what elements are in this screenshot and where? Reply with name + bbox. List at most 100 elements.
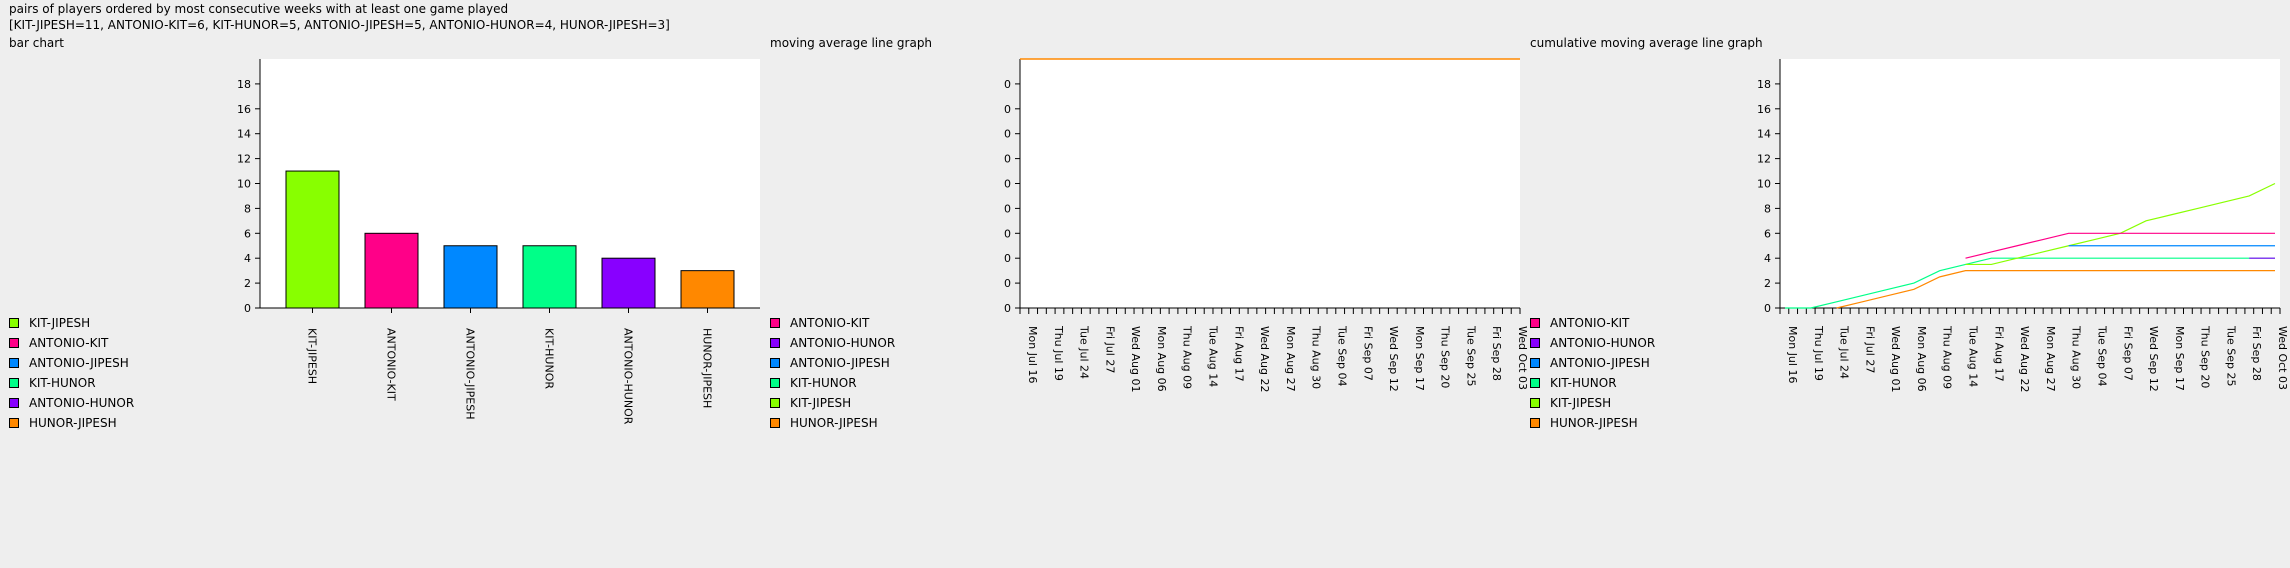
summary-text: [KIT-JIPESH=11, ANTONIO-KIT=6, KIT-HUNOR…: [9, 18, 670, 32]
cma-x-tick-label: Fri Sep 28: [2250, 326, 2263, 381]
ma-y-tick-label: 0: [1004, 302, 1011, 315]
cma-x-tick-label: Thu Aug 30: [2070, 325, 2083, 389]
cma-x-tick-label: Fri Sep 07: [2121, 326, 2134, 381]
ma-y-tick-label: 0: [1004, 178, 1011, 191]
ma-x-tick-label: Tue Jul 24: [1078, 325, 1091, 379]
ma-y-tick-label: 0: [1004, 252, 1011, 265]
cma-x-tick-label: Mon Aug 27: [2044, 326, 2057, 392]
cma-y-tick-label: 18: [1757, 78, 1771, 91]
bar-y-tick-label: 8: [244, 202, 251, 215]
cma-y-tick-label: 8: [1764, 202, 1771, 215]
bar-chart-caption: bar chart: [9, 36, 64, 50]
ma-x-tick-label: Tue Sep 25: [1464, 325, 1477, 387]
page-title: pairs of players ordered by most consecu…: [9, 2, 509, 16]
bar-y-tick-label: 2: [244, 277, 251, 290]
ma-legend-swatch: [770, 358, 780, 368]
bar-legend-swatch: [9, 338, 19, 348]
cma-y-tick-label: 10: [1757, 178, 1771, 191]
bar-legend-label: ANTONIO-HUNOR: [29, 396, 135, 410]
bar-y-tick-label: 6: [244, 227, 251, 240]
cma-x-tick-label: Tue Sep 25: [2224, 325, 2237, 387]
bar-antonio-jipesh: [443, 245, 498, 309]
cma-legend-swatch: [1530, 378, 1540, 388]
ma-legend-label: KIT-JIPESH: [790, 396, 852, 410]
cma-plot-area: [1780, 59, 2280, 308]
cma-x-tick-label: Mon Jul 16: [1786, 326, 1799, 383]
moving-average-caption: moving average line graph: [770, 36, 933, 50]
bar-antonio-kit: [364, 232, 419, 309]
bar-kit-jipesh: [285, 170, 340, 309]
bar-y-tick-label: 16: [237, 103, 251, 116]
cma-x-tick-label: Mon Sep 17: [2173, 326, 2186, 391]
ma-legend-swatch: [770, 378, 780, 388]
cma-legend-label: KIT-HUNOR: [1550, 376, 1617, 390]
bar-x-tick-label: KIT-HUNOR: [543, 328, 556, 389]
ma-y-tick-label: 0: [1004, 78, 1011, 91]
ma-x-tick-label: Wed Aug 22: [1258, 326, 1271, 392]
bar-legend-label: ANTONIO-JIPESH: [29, 356, 129, 370]
cma-x-tick-label: Thu Sep 20: [2199, 325, 2212, 388]
bar-x-tick-label: HUNOR-JIPESH: [701, 328, 714, 408]
cumulative-moving-average-caption: cumulative moving average line graph: [1530, 36, 1763, 50]
ma-legend-label: KIT-HUNOR: [790, 376, 857, 390]
cma-x-tick-label: Wed Sep 12: [2147, 326, 2160, 392]
cma-x-tick-label: Tue Jul 24: [1838, 325, 1851, 379]
bar-legend-swatch: [9, 418, 19, 428]
ma-x-tick-label: Mon Aug 27: [1284, 326, 1297, 392]
cma-legend-swatch: [1530, 318, 1540, 328]
ma-x-tick-label: Wed Oct 03: [1516, 326, 1529, 390]
cma-y-tick-label: 14: [1757, 128, 1771, 141]
cma-legend-swatch: [1530, 398, 1540, 408]
bar-y-tick-label: 4: [244, 252, 251, 265]
cma-legend-label: ANTONIO-KIT: [1550, 316, 1630, 330]
cma-line-kit-hunor: [1785, 257, 2275, 309]
ma-x-tick-label: Fri Sep 07: [1361, 326, 1374, 381]
cma-x-tick-label: Thu Jul 19: [1812, 325, 1825, 381]
cma-x-tick-label: Fri Jul 27: [1863, 326, 1876, 373]
ma-legend-label: ANTONIO-HUNOR: [790, 336, 896, 350]
ma-y-tick-label: 0: [1004, 103, 1011, 116]
ma-x-tick-label: Mon Sep 17: [1413, 326, 1426, 391]
cma-x-tick-label: Mon Aug 06: [1915, 326, 1928, 392]
cma-y-tick-label: 6: [1764, 227, 1771, 240]
ma-x-tick-label: Mon Aug 06: [1155, 326, 1168, 392]
bar-antonio-hunor: [601, 257, 656, 309]
cma-line-antonio-kit: [1965, 232, 2275, 259]
cma-y-tick-label: 0: [1764, 302, 1771, 315]
bar-plot-area: [260, 59, 760, 308]
ma-x-tick-label: Fri Aug 17: [1232, 326, 1245, 382]
bar-x-tick-label: KIT-JIPESH: [306, 328, 319, 384]
cma-x-tick-label: Wed Aug 22: [2018, 326, 2031, 392]
ma-x-tick-label: Wed Sep 12: [1387, 326, 1400, 392]
ma-legend-swatch: [770, 338, 780, 348]
cma-x-tick-label: Thu Aug 09: [1941, 325, 1954, 389]
bar-legend-label: ANTONIO-KIT: [29, 336, 109, 350]
cma-line-hunor-jipesh: [1836, 270, 2275, 309]
bar-y-tick-label: 18: [237, 78, 251, 91]
cma-y-tick-label: 4: [1764, 252, 1771, 265]
cma-y-tick-label: 2: [1764, 277, 1771, 290]
bar-y-tick-label: 0: [244, 302, 251, 315]
bar-x-tick-label: ANTONIO-HUNOR: [622, 328, 635, 425]
ma-legend-label: HUNOR-JIPESH: [790, 416, 878, 430]
bar-y-tick-label: 14: [237, 128, 251, 141]
ma-legend-label: ANTONIO-KIT: [790, 316, 870, 330]
cma-legend-swatch: [1530, 338, 1540, 348]
ma-x-tick-label: Thu Aug 09: [1181, 325, 1194, 389]
cma-legend-label: HUNOR-JIPESH: [1550, 416, 1638, 430]
ma-x-tick-label: Fri Jul 27: [1103, 326, 1116, 373]
bar-y-tick-label: 10: [237, 178, 251, 191]
ma-x-tick-label: Tue Sep 04: [1335, 325, 1348, 387]
ma-y-tick-label: 0: [1004, 128, 1011, 141]
bar-x-tick-label: ANTONIO-KIT: [385, 328, 398, 401]
ma-x-tick-label: Wed Aug 01: [1129, 326, 1142, 392]
bar-y-tick-label: 12: [237, 153, 251, 166]
ma-y-tick-label: 0: [1004, 202, 1011, 215]
ma-legend-swatch: [770, 398, 780, 408]
ma-legend-swatch: [770, 318, 780, 328]
ma-x-tick-label: Thu Aug 30: [1310, 325, 1323, 389]
bar-legend-label: KIT-HUNOR: [29, 376, 96, 390]
